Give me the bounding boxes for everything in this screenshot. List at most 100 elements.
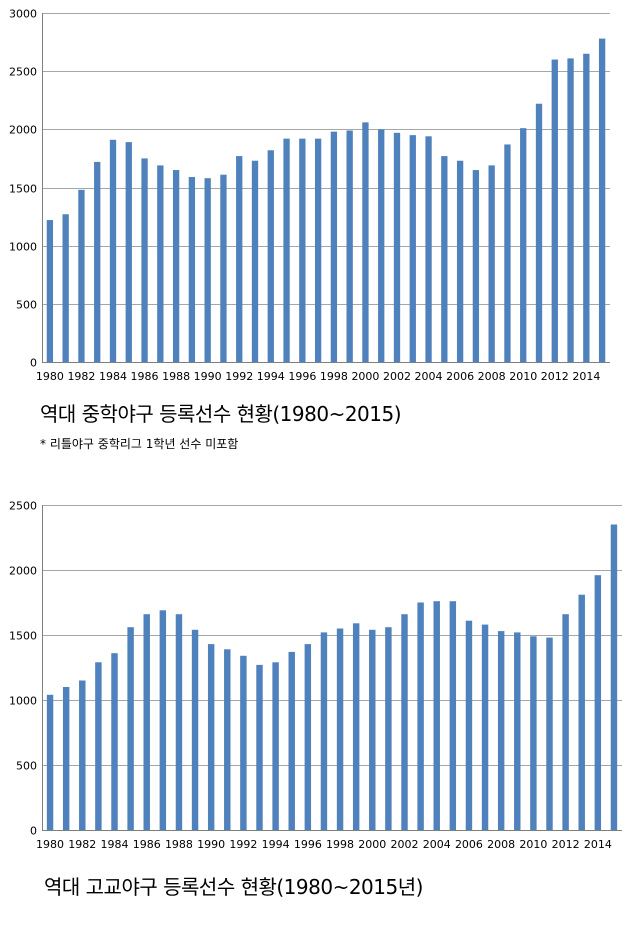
bar-1995 [283, 138, 290, 362]
x-tick-label: 1980 [36, 370, 64, 383]
bar-2005 [449, 601, 457, 830]
bar-2002 [401, 614, 408, 830]
bar-1981 [62, 214, 69, 362]
x-tick-label: 1982 [67, 370, 95, 383]
x-tick-label: 1996 [288, 370, 316, 383]
bar-1991 [224, 649, 231, 830]
x-tick-label: 1998 [320, 370, 348, 383]
bar-1995 [288, 651, 295, 830]
bar-2000 [362, 122, 369, 362]
bar-2004 [433, 601, 440, 830]
bar-1982 [79, 680, 86, 830]
bar-1986 [143, 614, 150, 830]
bar-2006 [456, 160, 464, 362]
x-tick-label: 1994 [262, 838, 290, 851]
x-tick-label: 2010 [509, 370, 537, 383]
bar-1993 [256, 664, 263, 830]
bar-1980 [46, 694, 54, 830]
bar-2010 [520, 128, 527, 362]
bar-1999 [352, 623, 360, 830]
y-tick-label: 2500 [9, 500, 37, 513]
y-tick-label: 1500 [9, 183, 37, 196]
x-tick-label: 2004 [423, 838, 451, 851]
bar-1981 [62, 687, 70, 830]
bar-1994 [272, 662, 279, 830]
chart-high-school: 0 500 1000 1500 2000 2500 1980 1982 1984 1986 1988… [9, 500, 622, 851]
bar-2010 [530, 636, 537, 830]
x-tick-label: 1992 [229, 838, 257, 851]
bar-1997 [314, 138, 322, 362]
bar-1984 [109, 139, 117, 362]
bar-2012 [551, 59, 558, 363]
bar-1988 [172, 170, 180, 362]
x-tick-label: 2008 [478, 370, 506, 383]
x-tick-label: 1992 [225, 370, 253, 383]
bar-1980 [46, 220, 54, 362]
bar-2011 [546, 637, 553, 830]
bar-2014 [583, 53, 590, 362]
bar-1996 [299, 138, 306, 362]
y-tick-label: 3000 [9, 8, 37, 21]
bar-2015 [610, 524, 618, 830]
x-tick-label: 2014 [572, 370, 600, 383]
bar-2013 [578, 594, 585, 830]
bar-1991 [220, 174, 227, 362]
bar-1999 [346, 130, 353, 362]
x-tick-label: 2000 [358, 838, 386, 851]
chart-middle-school: 0 500 1000 1500 2000 2500 3000 1980 1982 1984 1986… [9, 8, 610, 383]
bar-1983 [95, 662, 102, 830]
bar-1998 [330, 131, 338, 362]
bar-1985 [127, 627, 134, 830]
y-tick-label: 500 [16, 299, 37, 312]
y-tick-label: 2000 [9, 124, 37, 137]
bar-2009 [504, 144, 511, 362]
bar-1993 [251, 160, 259, 362]
bar-2006 [465, 620, 473, 830]
x-tick-label: 1982 [68, 838, 96, 851]
x-tick-label: 1994 [257, 370, 285, 383]
bar-1983 [94, 161, 101, 362]
chart-title-high-school: 역대 고교야구 등록선수 현황(1980~2015년) [44, 875, 423, 899]
bar-2013 [567, 58, 574, 363]
x-tick-label: 1990 [197, 838, 225, 851]
bar-1989 [191, 629, 199, 830]
y-tick-label: 1000 [9, 241, 37, 254]
x-tick-label: 2002 [391, 838, 419, 851]
y-tick-label: 0 [30, 825, 37, 838]
x-tick-label: 2012 [541, 370, 569, 383]
bar-2005 [441, 156, 448, 362]
x-tick-label: 2004 [415, 370, 443, 383]
bar-1989 [188, 177, 196, 362]
bar-1992 [240, 655, 247, 830]
x-tick-label: 2014 [584, 838, 612, 851]
bar-2004 [425, 136, 432, 362]
bar-1984 [111, 653, 118, 830]
bar-2003 [409, 135, 416, 362]
y-tick-label: 1000 [9, 695, 37, 708]
bar-1990 [207, 644, 215, 830]
x-tick-label: 1996 [294, 838, 322, 851]
bar-2000 [369, 629, 376, 830]
x-tick-label: 1984 [99, 370, 127, 383]
bar-2008 [497, 631, 505, 830]
x-tick-label: 2002 [383, 370, 411, 383]
x-tick-label: 1986 [133, 838, 161, 851]
bar-2002 [393, 132, 401, 362]
bar-2011 [535, 103, 543, 363]
bar-2014 [594, 575, 602, 830]
y-tick-label: 1500 [9, 630, 37, 643]
x-tick-label: 2010 [519, 838, 547, 851]
bar-2007 [472, 170, 480, 362]
bar-1985 [125, 142, 132, 362]
bar-2003 [417, 602, 424, 830]
bar-1996 [304, 644, 312, 830]
x-tick-label: 2006 [455, 838, 483, 851]
x-tick-label: 1980 [36, 838, 64, 851]
bar-2012 [562, 614, 569, 830]
y-tick-label: 0 [30, 357, 37, 370]
bar-1990 [204, 178, 211, 362]
bar-1982 [78, 189, 85, 362]
chart-note: * 리틀야구 중학리그 1학년 선수 미포함 [40, 437, 239, 451]
bar-2008 [488, 165, 495, 362]
y-tick-label: 2500 [9, 66, 37, 79]
